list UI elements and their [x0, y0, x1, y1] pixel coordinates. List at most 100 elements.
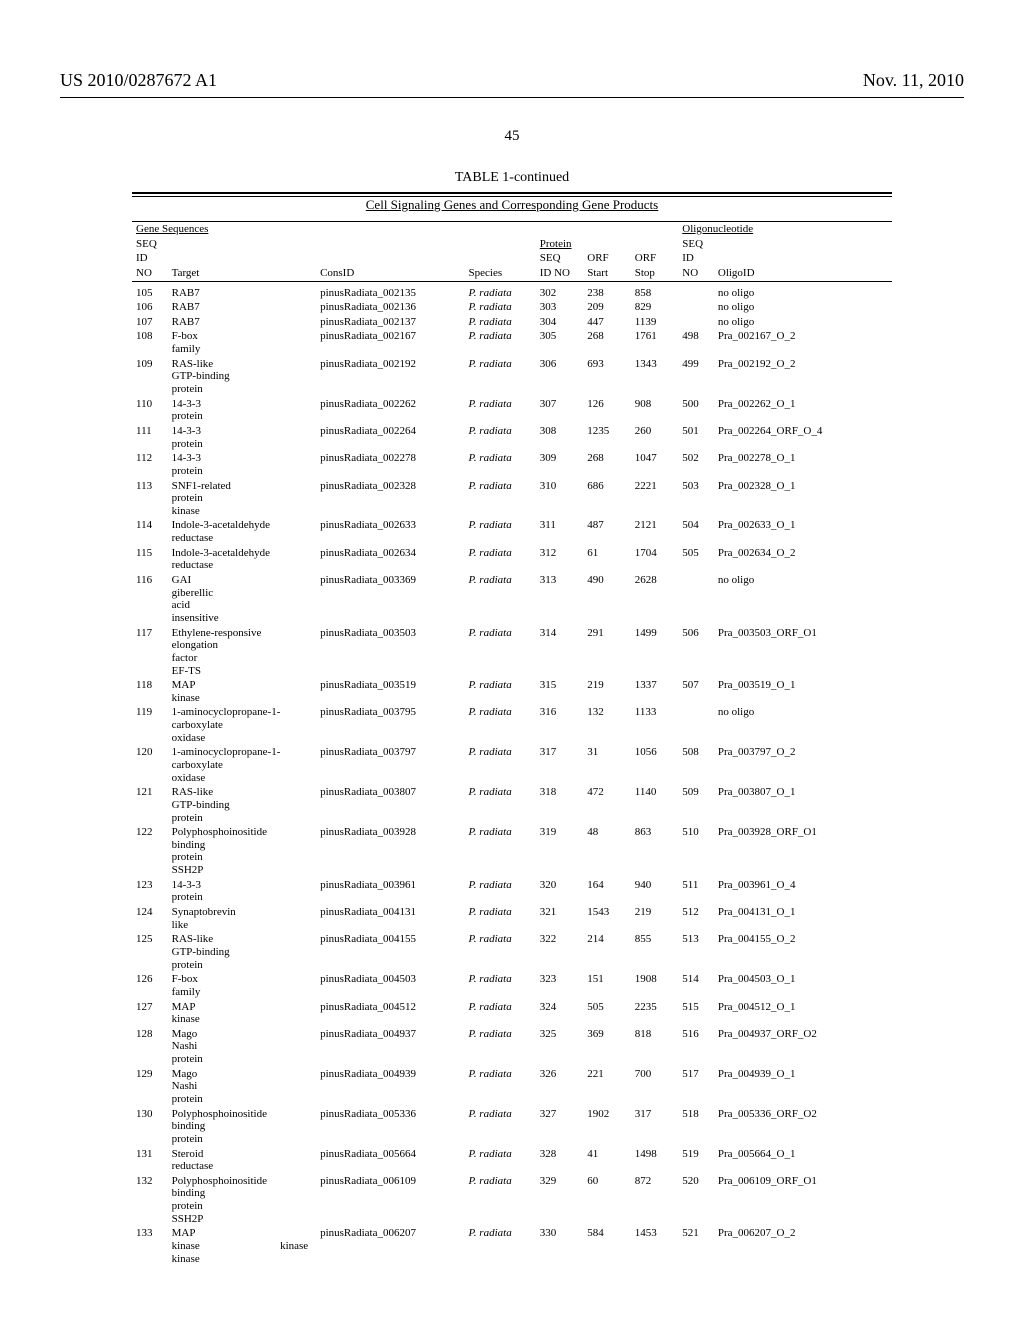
cell-consid: pinusRadiata_005664 [316, 1147, 464, 1174]
table-row: 133MAPkinasekinasepinusRadiata_006207kin… [132, 1226, 892, 1266]
cell-oligo-seqid [678, 286, 714, 301]
table-row: 11014-3-3proteinpinusRadiata_002262P. ra… [132, 397, 892, 424]
cell-target: Steroidreductase [168, 1147, 316, 1174]
cell-seqid: 124 [132, 905, 168, 932]
cell-seqid: 115 [132, 546, 168, 573]
cell-protein-seqid: 326 [536, 1067, 584, 1107]
cell-species: P. radiata [465, 878, 536, 905]
cell-oligoid: Pra_006207_O_2 [714, 1226, 892, 1266]
cell-oligoid: Pra_005336_ORF_O2 [714, 1107, 892, 1147]
cell-oligoid: Pra_003797_O_2 [714, 745, 892, 785]
col-species: Species [465, 266, 536, 281]
cell-species: P. radiata [465, 905, 536, 932]
cell-oligo-seqid [678, 573, 714, 626]
cell-oligo-seqid: 519 [678, 1147, 714, 1174]
cell-target: Indole-3-acetaldehydereductase [168, 518, 316, 545]
data-table: Gene Sequences Oligonucleotide SEQ Prote… [132, 222, 892, 1266]
cell-seqid: 112 [132, 451, 168, 478]
col-oseq-b: ID [678, 251, 714, 266]
cell-target: 1-aminocyclopropane-1-carboxylateoxidase [168, 745, 316, 785]
cell-oligoid: no oligo [714, 315, 892, 330]
cell-protein-seqid: 307 [536, 397, 584, 424]
cell-protein-seqid: 319 [536, 825, 584, 878]
cell-orf-stop: 260 [631, 424, 679, 451]
col-oseq-a: SEQ [678, 237, 714, 252]
table-row: 117Ethylene-responsiveelongationfactorEF… [132, 626, 892, 679]
cell-consid: pinusRadiata_003928 [316, 825, 464, 878]
cell-oligo-seqid: 510 [678, 825, 714, 878]
cell-orf-stop: 855 [631, 932, 679, 972]
table-row: 114Indole-3-acetaldehydereductasepinusRa… [132, 518, 892, 545]
cell-consid: pinusRadiata_003807 [316, 785, 464, 825]
table-body: 105RAB7pinusRadiata_002135P. radiata3022… [132, 286, 892, 1267]
cell-orf-stop: 1140 [631, 785, 679, 825]
table-row: 131SteroidreductasepinusRadiata_005664P.… [132, 1147, 892, 1174]
cell-species: P. radiata [465, 626, 536, 679]
cell-protein-seqid: 328 [536, 1147, 584, 1174]
col-target: Target [168, 266, 316, 281]
cell-species: P. radiata [465, 825, 536, 878]
cell-protein-seqid: 315 [536, 678, 584, 705]
cell-consid: pinusRadiata_004939 [316, 1067, 464, 1107]
cell-orf-start: 214 [583, 932, 631, 972]
cell-oligoid: Pra_002633_O_1 [714, 518, 892, 545]
cell-target: 14-3-3protein [168, 451, 316, 478]
cell-oligoid: Pra_004155_O_2 [714, 932, 892, 972]
cell-oligoid: Pra_002328_O_1 [714, 479, 892, 519]
cell-oligo-seqid: 515 [678, 1000, 714, 1027]
cell-oligo-seqid: 500 [678, 397, 714, 424]
cell-orf-start: 268 [583, 329, 631, 356]
cell-oligo-seqid [678, 300, 714, 315]
cell-oligo-seqid: 520 [678, 1174, 714, 1227]
cell-protein-seqid: 324 [536, 1000, 584, 1027]
cell-orf-start: 487 [583, 518, 631, 545]
cell-orf-start: 41 [583, 1147, 631, 1174]
cell-oligoid: Pra_004503_O_1 [714, 972, 892, 999]
cell-seqid: 128 [132, 1027, 168, 1067]
col-pseq-a: SEQ [536, 251, 584, 266]
cell-oligoid: Pra_002167_O_2 [714, 329, 892, 356]
table-row: 105RAB7pinusRadiata_002135P. radiata3022… [132, 286, 892, 301]
cell-species: P. radiata [465, 1027, 536, 1067]
cell-orf-stop: 1704 [631, 546, 679, 573]
cell-oligoid: Pra_006109_ORF_O1 [714, 1174, 892, 1227]
cell-consid: pinusRadiata_002136 [316, 300, 464, 315]
table-row: 12314-3-3proteinpinusRadiata_003961P. ra… [132, 878, 892, 905]
cell-orf-start: 126 [583, 397, 631, 424]
table-row: 116GAIgiberellicacidinsensitivepinusRadi… [132, 573, 892, 626]
cell-seqid: 120 [132, 745, 168, 785]
cell-seqid: 125 [132, 932, 168, 972]
cell-oligoid: no oligo [714, 705, 892, 745]
cell-target: RAB7 [168, 300, 316, 315]
col-oligoid: OligoID [714, 266, 892, 281]
cell-protein-seqid: 311 [536, 518, 584, 545]
cell-orf-start: 268 [583, 451, 631, 478]
table-row: 113SNF1-relatedproteinkinasepinusRadiata… [132, 479, 892, 519]
cell-orf-start: 447 [583, 315, 631, 330]
cell-protein-seqid: 306 [536, 357, 584, 397]
cell-target: RAB7 [168, 315, 316, 330]
cell-protein-seqid: 310 [536, 479, 584, 519]
cell-oligo-seqid [678, 315, 714, 330]
cell-protein-seqid: 320 [536, 878, 584, 905]
col-pseq-b: ID NO [536, 266, 584, 281]
cell-seqid: 116 [132, 573, 168, 626]
cell-species: P. radiata [465, 329, 536, 356]
cell-oligoid: Pra_004937_ORF_O2 [714, 1027, 892, 1067]
cell-seqid: 107 [132, 315, 168, 330]
cell-oligo-seqid: 511 [678, 878, 714, 905]
cell-oligoid: Pra_002262_O_1 [714, 397, 892, 424]
cell-target: F-boxfamily [168, 972, 316, 999]
cell-species: P. radiata [465, 518, 536, 545]
cell-consid: pinusRadiata_004503 [316, 972, 464, 999]
cell-orf-start: 209 [583, 300, 631, 315]
cell-oligo-seqid: 502 [678, 451, 714, 478]
cell-target: 14-3-3protein [168, 397, 316, 424]
cell-species: P. radiata [465, 479, 536, 519]
cell-target: PolyphosphoinositidebindingproteinSSH2P [168, 825, 316, 878]
cell-seqid: 133 [132, 1226, 168, 1266]
cell-oligoid: Pra_004131_O_1 [714, 905, 892, 932]
cell-target: MAPkinase [168, 1000, 316, 1027]
cell-oligoid: Pra_003503_ORF_O1 [714, 626, 892, 679]
cell-consid: pinusRadiata_004512 [316, 1000, 464, 1027]
